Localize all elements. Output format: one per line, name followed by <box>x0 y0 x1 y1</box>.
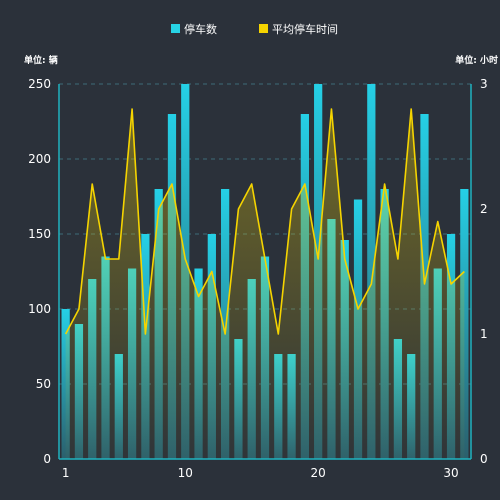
line-series <box>64 108 465 335</box>
legend-label-avg-time: 平均停车时间 <box>272 22 338 36</box>
avg-time-line <box>64 108 465 335</box>
line-area-fill <box>65 109 465 459</box>
right-tick-label: 2 <box>480 202 488 216</box>
right-tick-label: 3 <box>480 77 488 91</box>
right-tick-label: 1 <box>480 327 488 341</box>
bar <box>221 189 230 459</box>
legend-label-parking-count: 停车数 <box>184 22 217 36</box>
x-tick-label: 20 <box>311 466 326 480</box>
right-axis-unit: 单位: 小时 <box>455 54 498 66</box>
legend-swatch-avg-time <box>259 24 268 33</box>
bar <box>367 84 376 459</box>
left-axis-unit: 单位: 辆 <box>24 54 58 66</box>
x-tick-label: 30 <box>443 466 458 480</box>
x-tick-label: 10 <box>178 466 193 480</box>
left-tick-label: 0 <box>43 452 51 466</box>
left-tick-label: 100 <box>28 302 51 316</box>
axes <box>58 84 472 460</box>
left-tick-label: 200 <box>28 152 51 166</box>
left-tick-label: 50 <box>36 377 51 391</box>
legend: 停车数 平均停车时间 <box>171 22 338 36</box>
line-area <box>65 109 465 459</box>
bar <box>61 309 70 459</box>
legend-swatch-parking-count <box>171 24 180 33</box>
right-tick-label: 0 <box>480 452 488 466</box>
left-tick-label: 250 <box>28 77 51 91</box>
left-tick-label: 150 <box>28 227 51 241</box>
x-tick-label: 1 <box>62 466 70 480</box>
